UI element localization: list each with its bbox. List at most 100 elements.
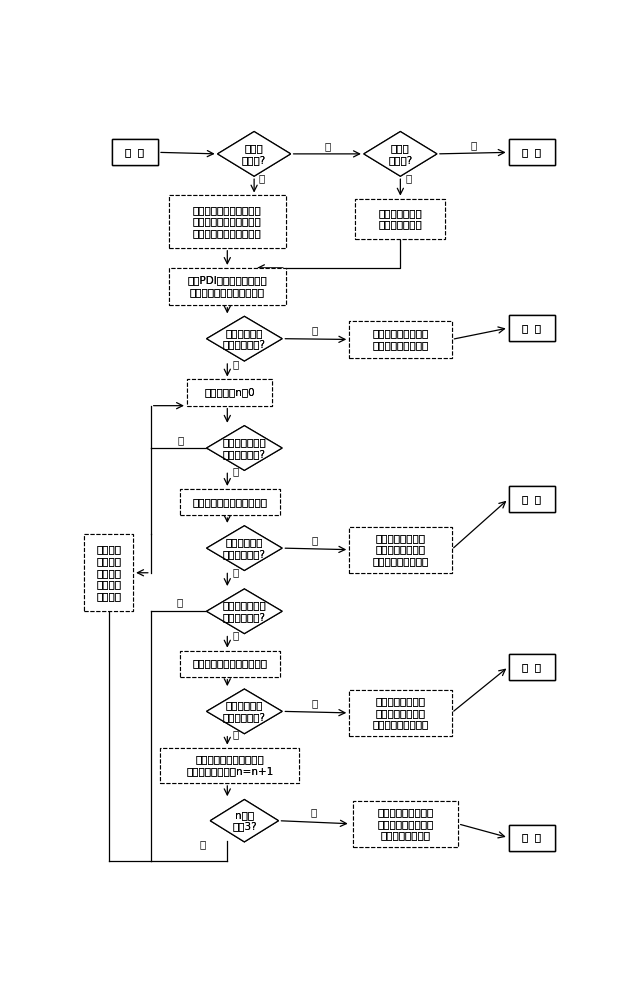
Text: 是: 是 — [311, 698, 318, 708]
FancyBboxPatch shape — [180, 489, 280, 515]
FancyBboxPatch shape — [169, 268, 286, 305]
FancyBboxPatch shape — [509, 654, 555, 680]
Text: 否: 否 — [232, 567, 238, 577]
Text: 是: 是 — [259, 173, 265, 183]
Text: n是否
大于3?: n是否 大于3? — [232, 810, 257, 832]
FancyBboxPatch shape — [509, 654, 555, 680]
Text: 根据PDI数据在模型参数表
中查找对应的模型参数层别: 根据PDI数据在模型参数表 中查找对应的模型参数层别 — [187, 276, 267, 297]
Text: 仍使用原层别中根据
经验人为给定的模型
参数进行设定计算: 仍使用原层别中根据 经验人为给定的模型 参数进行设定计算 — [377, 807, 433, 840]
Text: 扩大搜索
范围继续
查找相邻
层别中的
模型参数: 扩大搜索 范围继续 查找相邻 层别中的 模型参数 — [96, 545, 121, 601]
Text: 向下搜索，相邻
层别是否存在?: 向下搜索，相邻 层别是否存在? — [223, 437, 266, 459]
FancyBboxPatch shape — [349, 527, 452, 573]
Text: 开  始: 开 始 — [125, 147, 144, 157]
Text: 将新钑种名添加到钑种维
护表中，并按照碳当量查
找新钑种对应的基钑种名: 将新钑种名添加到钑种维 护表中，并按照碳当量查 找新钑种对应的基钑种名 — [193, 205, 262, 238]
Text: 模型参数是否
进行过自学习?: 模型参数是否 进行过自学习? — [223, 328, 266, 349]
Text: n是否
大于3?: n是否 大于3? — [232, 810, 257, 832]
FancyBboxPatch shape — [187, 379, 272, 406]
Text: 是否为
新钑种?: 是否为 新钑种? — [242, 143, 266, 165]
Polygon shape — [206, 589, 282, 634]
Text: 将相邻层别中的模
型参数数据替换到
原层别进行设定计算: 将相邻层别中的模 型参数数据替换到 原层别进行设定计算 — [372, 696, 428, 730]
FancyBboxPatch shape — [187, 379, 272, 406]
Text: 是: 是 — [232, 630, 238, 640]
Text: 完成一次相邻层别的模型
参数搜索，计数器n=n+1: 完成一次相邻层别的模型 参数搜索，计数器n=n+1 — [186, 754, 274, 776]
FancyBboxPatch shape — [111, 139, 158, 165]
Text: 结  束: 结 束 — [523, 147, 542, 157]
Text: 结  束: 结 束 — [523, 833, 542, 843]
FancyBboxPatch shape — [349, 690, 452, 736]
FancyBboxPatch shape — [353, 801, 458, 847]
FancyBboxPatch shape — [509, 486, 555, 512]
FancyBboxPatch shape — [509, 486, 555, 512]
Text: 搜索计数器n甲0: 搜索计数器n甲0 — [204, 388, 255, 398]
FancyBboxPatch shape — [180, 489, 280, 515]
Text: 根据PDI数据在模型参数表
中查找对应的模型参数层别: 根据PDI数据在模型参数表 中查找对应的模型参数层别 — [187, 276, 267, 297]
Text: 查找新规格首卷
钑对应的钑种名: 查找新规格首卷 钑对应的钑种名 — [379, 208, 422, 229]
Text: 否: 否 — [232, 729, 238, 739]
Text: 查看相邻层别中的模型参数: 查看相邻层别中的模型参数 — [192, 497, 267, 507]
Text: 是: 是 — [311, 535, 318, 545]
FancyBboxPatch shape — [160, 748, 299, 783]
FancyBboxPatch shape — [349, 690, 452, 736]
Text: 模型参数是否
进行过自学习?: 模型参数是否 进行过自学习? — [223, 537, 266, 559]
Text: 模型参数是否
进行过自学习?: 模型参数是否 进行过自学习? — [223, 701, 266, 722]
Text: 模型参数是否
进行过自学习?: 模型参数是否 进行过自学习? — [223, 701, 266, 722]
Polygon shape — [210, 800, 279, 842]
Text: 是否为
新钑种?: 是否为 新钑种? — [242, 143, 266, 165]
Text: 查看相邻层别中的模型参数: 查看相邻层别中的模型参数 — [192, 497, 267, 507]
FancyBboxPatch shape — [169, 195, 286, 248]
Polygon shape — [206, 526, 282, 570]
Polygon shape — [218, 132, 291, 176]
Text: 结  束: 结 束 — [523, 494, 542, 504]
FancyBboxPatch shape — [509, 315, 555, 341]
Text: 模型参数是否
进行过自学习?: 模型参数是否 进行过自学习? — [223, 537, 266, 559]
Text: 开  始: 开 始 — [125, 147, 144, 157]
Polygon shape — [218, 132, 291, 176]
Text: 否: 否 — [324, 141, 330, 151]
Text: 否: 否 — [470, 140, 477, 150]
Text: 是: 是 — [232, 466, 238, 476]
Polygon shape — [210, 800, 279, 842]
Text: 向上搜索，相邻
层别是否存在?: 向上搜索，相邻 层别是否存在? — [223, 600, 266, 622]
FancyBboxPatch shape — [169, 195, 286, 248]
FancyBboxPatch shape — [353, 801, 458, 847]
Text: 将新钑种名添加到钑种维
护表中，并按照碳当量查
找新钑种对应的基钑种名: 将新钑种名添加到钑种维 护表中，并按照碳当量查 找新钑种对应的基钑种名 — [193, 205, 262, 238]
Text: 结  束: 结 束 — [523, 833, 542, 843]
Text: 结  束: 结 束 — [523, 147, 542, 157]
Text: 是: 是 — [311, 326, 318, 336]
Text: 扩大搜索
范围继续
查找相邻
层别中的
模型参数: 扩大搜索 范围继续 查找相邻 层别中的 模型参数 — [96, 545, 121, 601]
Polygon shape — [206, 426, 282, 470]
FancyBboxPatch shape — [349, 321, 452, 358]
FancyBboxPatch shape — [349, 527, 452, 573]
Text: 否: 否 — [200, 839, 206, 849]
Text: 结  束: 结 束 — [523, 494, 542, 504]
Text: 结  束: 结 束 — [523, 323, 542, 333]
Text: 查看相邻层别中的模型参数: 查看相邻层别中的模型参数 — [192, 659, 267, 669]
Text: 否: 否 — [178, 435, 184, 445]
Text: 完成一次相邻层别的模型
参数搜索，计数器n=n+1: 完成一次相邻层别的模型 参数搜索，计数器n=n+1 — [186, 754, 274, 776]
FancyBboxPatch shape — [84, 534, 133, 611]
Text: 是: 是 — [311, 808, 317, 818]
Text: 否: 否 — [232, 359, 238, 369]
FancyBboxPatch shape — [180, 651, 280, 677]
Text: 向上搜索，相邻
层别是否存在?: 向上搜索，相邻 层别是否存在? — [223, 600, 266, 622]
FancyBboxPatch shape — [160, 748, 299, 783]
Text: 结  束: 结 束 — [523, 662, 542, 672]
FancyBboxPatch shape — [355, 199, 445, 239]
Polygon shape — [206, 426, 282, 470]
FancyBboxPatch shape — [180, 651, 280, 677]
Text: 结  束: 结 束 — [523, 662, 542, 672]
Text: 使用该层别中现有模
型参数进行设定计算: 使用该层别中现有模 型参数进行设定计算 — [372, 329, 428, 350]
FancyBboxPatch shape — [509, 825, 555, 851]
FancyBboxPatch shape — [509, 139, 555, 165]
FancyBboxPatch shape — [349, 321, 452, 358]
FancyBboxPatch shape — [509, 139, 555, 165]
Polygon shape — [364, 132, 437, 176]
Polygon shape — [206, 689, 282, 734]
Text: 向下搜索，相邻
层别是否存在?: 向下搜索，相邻 层别是否存在? — [223, 437, 266, 459]
Text: 查找新规格首卷
钑对应的钑种名: 查找新规格首卷 钑对应的钑种名 — [379, 208, 422, 229]
FancyBboxPatch shape — [84, 534, 133, 611]
Text: 仍使用原层别中根据
经验人为给定的模型
参数进行设定计算: 仍使用原层别中根据 经验人为给定的模型 参数进行设定计算 — [377, 807, 433, 840]
Polygon shape — [206, 526, 282, 570]
Text: 是否为
新规格?: 是否为 新规格? — [388, 143, 413, 165]
Text: 是否为
新规格?: 是否为 新规格? — [388, 143, 413, 165]
